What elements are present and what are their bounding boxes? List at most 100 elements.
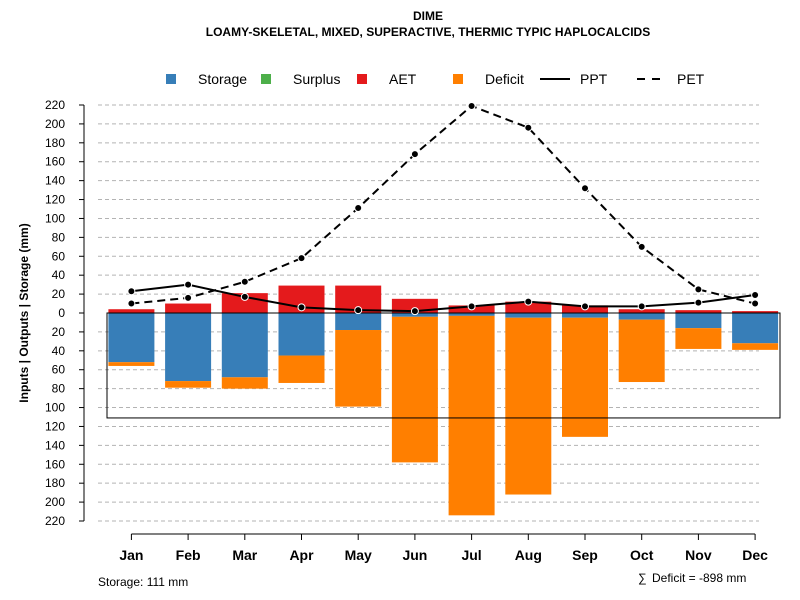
aet-bar-nov — [675, 310, 722, 313]
storage-bar-may — [335, 313, 382, 331]
aet-bar-oct — [618, 309, 665, 313]
legend: Storage Surplus AET Deficit PPT PET — [166, 71, 705, 87]
y-tick-label: 20 — [52, 287, 66, 301]
ppt-point-jul — [467, 302, 476, 311]
deficit-bar-may — [335, 330, 382, 407]
y-tick-label: 120 — [45, 419, 65, 433]
storage-bar-apr — [278, 313, 325, 356]
storage-bar-aug — [505, 313, 552, 318]
storage-bar-feb — [165, 313, 212, 382]
x-tick-label-feb: Feb — [176, 547, 201, 563]
y-axis-label: Inputs | Outputs | Storage (mm) — [17, 223, 31, 402]
aet-bar-feb — [165, 303, 212, 313]
storage-footnote: Storage: 111 mm — [98, 575, 188, 589]
storage-bar-nov — [675, 313, 722, 329]
legend-label-aet: AET — [389, 71, 417, 87]
pet-point-may — [354, 204, 363, 213]
y-tick-label: 160 — [45, 155, 65, 169]
y-tick-label: 80 — [52, 382, 66, 396]
y-tick-label: 60 — [52, 363, 66, 377]
ppt-point-aug — [524, 297, 533, 306]
legend-swatch-deficit — [453, 74, 463, 84]
deficit-bar-feb — [165, 381, 212, 388]
ppt-point-oct — [637, 302, 646, 311]
legend-label-ppt: PPT — [580, 71, 608, 87]
ppt-point-nov — [694, 298, 703, 307]
ppt-point-jan — [127, 287, 136, 296]
y-tick-label: 180 — [45, 476, 65, 490]
y-tick-label: 60 — [52, 249, 66, 263]
deficit-bar-jul — [448, 315, 495, 516]
pet-point-nov — [694, 285, 703, 294]
pet-point-jan — [127, 299, 136, 308]
deficit-bar-aug — [505, 317, 552, 495]
y-tick-label: 140 — [45, 174, 65, 188]
y-tick-label: 20 — [52, 325, 66, 339]
deficit-bar-sep — [562, 317, 608, 437]
deficit-bar-nov — [675, 328, 722, 349]
storage-bar-jan — [108, 313, 155, 363]
y-tick-label: 40 — [52, 268, 66, 282]
x-tick-label-may: May — [345, 547, 372, 563]
chart-title: DIME — [413, 9, 443, 23]
ppt-line — [131, 283, 756, 313]
legend-label-surplus: Surplus — [293, 71, 340, 87]
pet-point-mar — [240, 277, 249, 286]
y-tick-label: 160 — [45, 457, 65, 471]
storage-capacity-box — [106, 312, 781, 419]
ppt-point-mar — [240, 292, 249, 301]
ppt-point-sep — [581, 302, 589, 311]
legend-label-pet: PET — [677, 71, 705, 87]
y-tick-label: 200 — [45, 117, 65, 131]
y-tick-label: 220 — [45, 98, 65, 112]
legend-label-storage: Storage — [198, 71, 247, 87]
chart-subtitle: LOAMY-SKELETAL, MIXED, SUPERACTIVE, THER… — [206, 25, 650, 39]
ppt-point-apr — [297, 303, 306, 312]
aet-bar-jan — [108, 309, 155, 313]
pet-point-oct — [637, 242, 646, 251]
ppt-point-dec — [751, 291, 760, 300]
y-tick-label: 200 — [45, 495, 65, 509]
y-tick-label: 120 — [45, 193, 65, 207]
storage-bar-oct — [618, 313, 665, 320]
aet-bar-dec — [732, 311, 779, 313]
deficit-bar-jan — [108, 362, 155, 366]
x-tick-label-apr: Apr — [289, 547, 314, 563]
y-tick-label: 100 — [45, 211, 65, 225]
ppt-point-jun — [410, 307, 419, 316]
deficit-bar-oct — [618, 319, 665, 383]
legend-label-deficit: Deficit — [485, 71, 524, 87]
pet-line — [131, 104, 756, 305]
storage-bar-dec — [732, 313, 779, 344]
deficit-footnote: Deficit = -898 mm — [652, 571, 746, 585]
deficit-bar-mar — [221, 377, 268, 389]
aet-bar-aug — [505, 301, 552, 313]
x-tick-label-aug: Aug — [515, 547, 542, 563]
pet-point-jun — [410, 150, 419, 159]
x-axis: Jan Feb Mar Apr May Jun Jul Aug Sep Oct Nov Dec — [119, 533, 768, 563]
pet-point-sep — [581, 184, 589, 193]
pet-point-apr — [297, 254, 306, 263]
ppt-point-feb — [184, 280, 193, 289]
y-tick-label: 80 — [52, 230, 66, 244]
storage-bar-sep — [562, 313, 608, 318]
legend-swatch-surplus — [261, 74, 271, 84]
y-tick-label: 180 — [45, 136, 65, 150]
x-tick-label-jul: Jul — [461, 547, 481, 563]
storage-bar-jul — [448, 313, 495, 316]
ppt-point-may — [354, 306, 363, 315]
storage-bar-mar — [221, 313, 268, 378]
x-tick-label-dec: Dec — [742, 547, 768, 563]
bars — [106, 285, 781, 516]
y-tick-label: 140 — [45, 438, 65, 452]
deficit-bar-jun — [391, 316, 438, 463]
deficit-bar-dec — [732, 343, 779, 350]
sigma-icon: ∑ — [638, 571, 647, 585]
legend-swatch-aet — [357, 74, 367, 84]
pet-point-feb — [184, 293, 193, 302]
y-tick-label: 0 — [58, 306, 65, 320]
legend-swatch-storage — [166, 74, 176, 84]
pet-point-jul — [467, 101, 476, 110]
y-tick-label: 40 — [52, 344, 66, 358]
